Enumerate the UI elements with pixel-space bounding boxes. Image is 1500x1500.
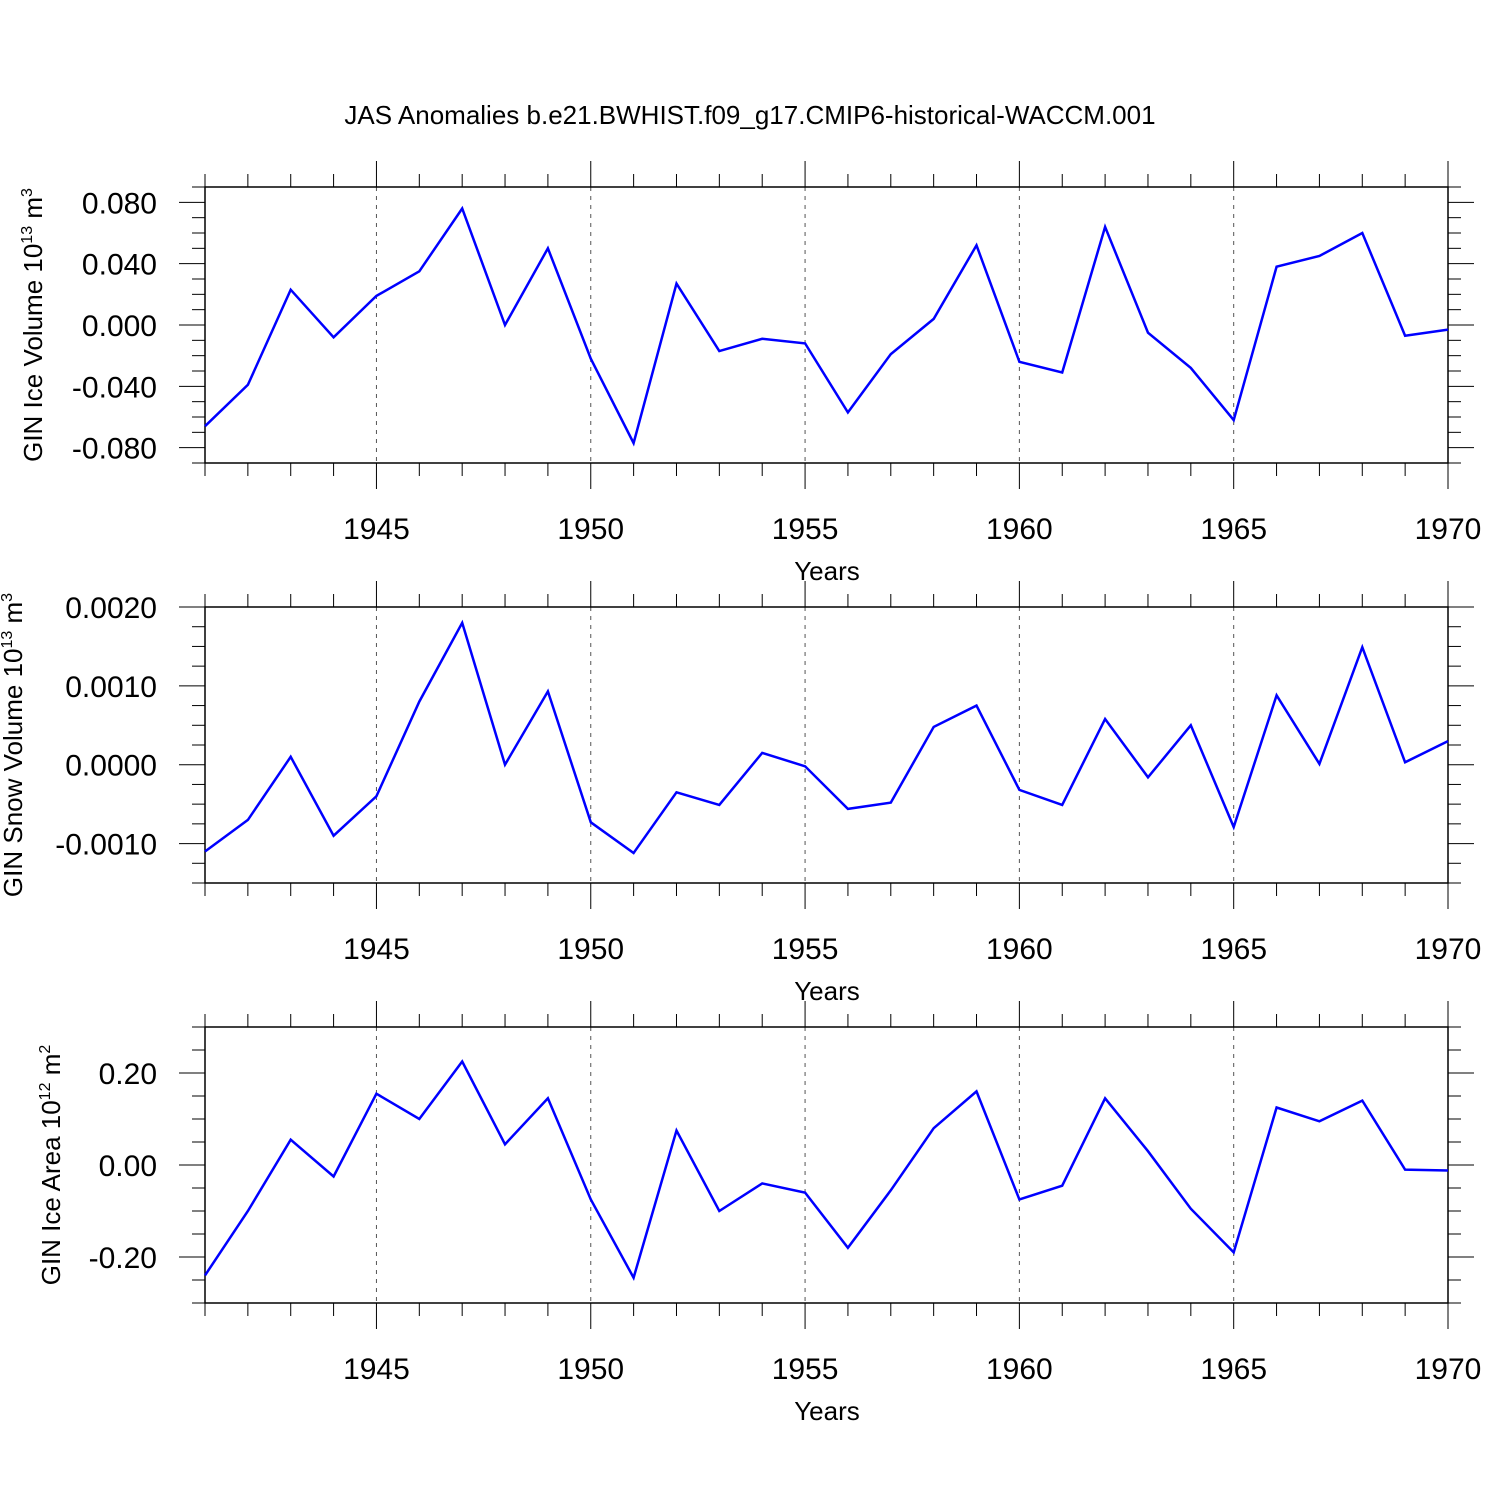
y-tick-label: -0.20 xyxy=(89,1242,157,1275)
y-tick-label: 0.0010 xyxy=(65,671,157,704)
y-tick-label: 0.0000 xyxy=(65,750,157,783)
x-tick-label: 1955 xyxy=(772,933,839,966)
x-tick-label: 1955 xyxy=(772,1353,839,1386)
y-axis-label: GIN Snow Volume 1013 m3 xyxy=(0,593,28,897)
x-tick-label: 1965 xyxy=(1200,513,1267,546)
x-tick-label: 1945 xyxy=(343,933,410,966)
y-tick-label: -0.040 xyxy=(72,371,157,404)
series-line xyxy=(204,619,1449,855)
y-tick-label: -0.080 xyxy=(72,433,157,466)
y-axis-label: GIN Ice Volume 1013 m3 xyxy=(18,188,48,462)
x-axis-label: Years xyxy=(794,556,860,586)
x-axis-label: Years xyxy=(794,1396,860,1426)
series-line xyxy=(203,1059,1449,1281)
x-tick-label: 1965 xyxy=(1200,933,1267,966)
y-tick-label: -0.0010 xyxy=(55,829,157,862)
x-tick-label: 1960 xyxy=(986,933,1053,966)
panels: -0.080 -0.040 0.000 0.040 0.080 1945 1950 1955 1… xyxy=(0,161,1481,1426)
x-tick-label: 1965 xyxy=(1200,1353,1267,1386)
x-tick-label: 1955 xyxy=(772,513,839,546)
figure-title: JAS Anomalies b.e21.BWHIST.f09_g17.CMIP6… xyxy=(344,100,1155,130)
x-axis-label: Years xyxy=(794,976,860,1006)
x-tick-label: 1970 xyxy=(1415,1353,1482,1386)
x-tick-label: 1960 xyxy=(986,1353,1053,1386)
plot-frame xyxy=(204,1026,1449,1304)
panel-1: -0.080 -0.040 0.000 0.040 0.080 1945 1950 1955 1… xyxy=(18,161,1481,586)
x-tick-label: 1950 xyxy=(557,513,624,546)
x-tick-label: 1970 xyxy=(1415,933,1482,966)
y-tick-label: 0.040 xyxy=(82,249,157,282)
panel-2: -0.0010 0.0000 0.0010 0.0020 1945 1950 1955 196… xyxy=(0,581,1481,1006)
panel-3: -0.20 0.00 0.20 1945 1950 1955 1960 1965 1970 Yea… xyxy=(36,1001,1481,1426)
y-tick-label: 0.080 xyxy=(82,187,157,220)
y-tick-label: 0.20 xyxy=(99,1058,157,1091)
x-tick-label: 1945 xyxy=(343,1353,410,1386)
series-line xyxy=(204,205,1449,447)
y-tick-label: 0.000 xyxy=(82,310,157,343)
x-tick-label: 1945 xyxy=(343,513,410,546)
x-tick-label: 1960 xyxy=(986,513,1053,546)
x-tick-label: 1970 xyxy=(1415,513,1482,546)
x-tick-label: 1950 xyxy=(557,933,624,966)
y-tick-label: 0.00 xyxy=(99,1150,157,1183)
y-tick-label: 0.0020 xyxy=(65,592,157,625)
y-axis-label: GIN Ice Area 1012 m2 xyxy=(36,1045,66,1286)
x-tick-label: 1950 xyxy=(557,1353,624,1386)
